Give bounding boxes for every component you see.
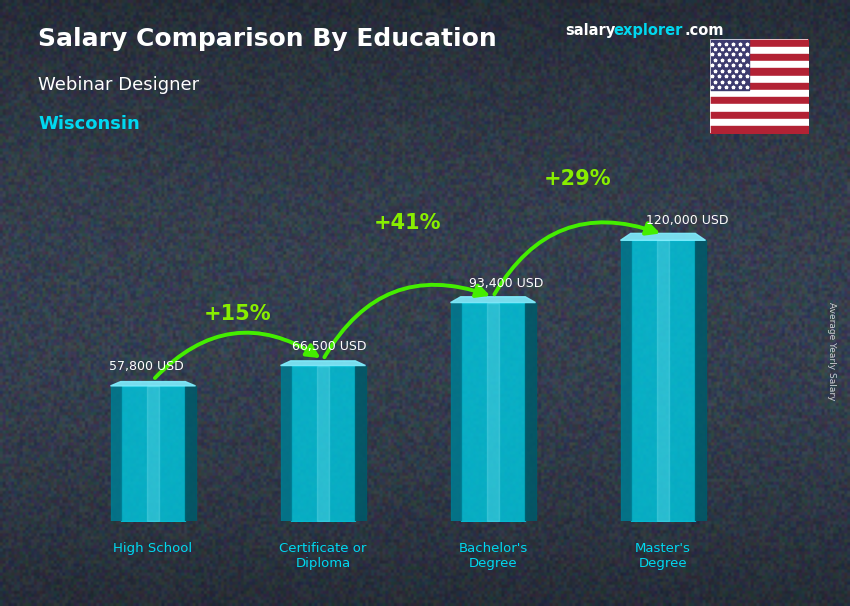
Polygon shape: [695, 241, 706, 521]
Polygon shape: [110, 386, 121, 521]
Text: salary: salary: [565, 23, 615, 38]
Polygon shape: [450, 297, 536, 302]
Text: +15%: +15%: [204, 304, 272, 324]
Text: Wisconsin: Wisconsin: [38, 115, 140, 133]
Text: .com: .com: [684, 23, 723, 38]
Polygon shape: [525, 302, 536, 521]
Polygon shape: [620, 241, 631, 521]
Polygon shape: [280, 365, 291, 521]
Polygon shape: [185, 386, 196, 521]
Polygon shape: [355, 365, 366, 521]
Text: 66,500 USD: 66,500 USD: [292, 339, 367, 353]
Polygon shape: [280, 361, 366, 365]
Text: High School: High School: [113, 542, 193, 555]
Text: 120,000 USD: 120,000 USD: [646, 215, 728, 227]
Polygon shape: [620, 233, 706, 241]
Text: 93,400 USD: 93,400 USD: [469, 277, 544, 290]
Text: Bachelor's
Degree: Bachelor's Degree: [458, 542, 528, 570]
Text: Certificate or
Diploma: Certificate or Diploma: [280, 542, 366, 570]
Text: Master's
Degree: Master's Degree: [635, 542, 691, 570]
Polygon shape: [450, 302, 461, 521]
Text: 57,800 USD: 57,800 USD: [109, 360, 184, 373]
Text: Webinar Designer: Webinar Designer: [38, 76, 200, 94]
Text: +29%: +29%: [544, 170, 612, 190]
Text: explorer: explorer: [614, 23, 683, 38]
Polygon shape: [110, 382, 196, 386]
Text: +41%: +41%: [374, 213, 442, 233]
Text: Salary Comparison By Education: Salary Comparison By Education: [38, 27, 497, 52]
Text: Average Yearly Salary: Average Yearly Salary: [827, 302, 836, 401]
